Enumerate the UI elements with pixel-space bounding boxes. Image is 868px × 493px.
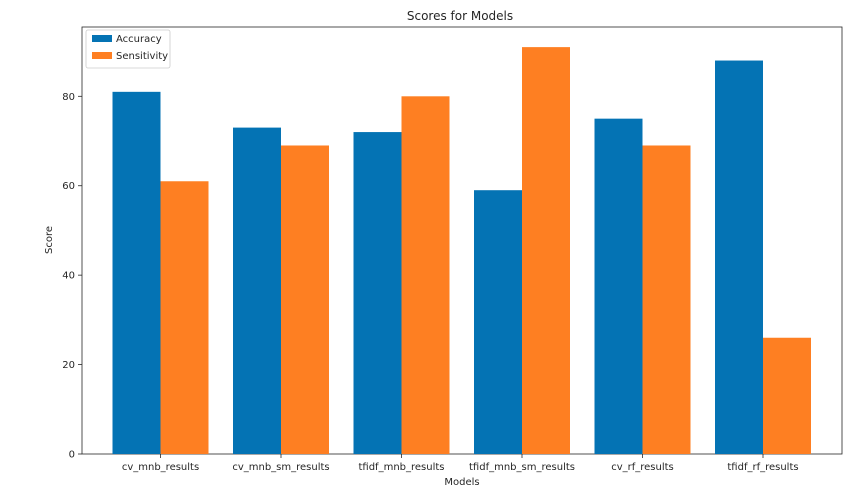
x-axis: cv_mnb_results cv_mnb_sm_results tfidf_mnb… — [122, 454, 799, 473]
chart-title: Scores for Models — [407, 9, 513, 23]
y-axis: 0 20 40 60 80 — [62, 92, 82, 461]
legend-label-accuracy: Accuracy — [116, 34, 162, 45]
x-tick-label: cv_mnb_results — [122, 462, 199, 473]
bar-accuracy-cv_rf_results — [594, 118, 643, 455]
legend-swatch-accuracy — [92, 35, 112, 42]
bar-sensitivity-tfidf_mnb_results — [401, 96, 450, 455]
y-tick-label: 80 — [62, 92, 75, 103]
x-tick-label: tfidf_mnb_results — [358, 462, 444, 473]
x-tick-label: tfidf_rf_results — [727, 462, 798, 473]
bars — [112, 47, 811, 455]
bar-accuracy-cv_mnb_results — [112, 91, 161, 454]
bar-sensitivity-cv_mnb_results — [160, 181, 209, 455]
bar-accuracy-tfidf_mnb_sm_results — [474, 190, 522, 454]
y-tick-label: 40 — [62, 271, 75, 282]
y-axis-label: Score — [44, 226, 55, 254]
bar-sensitivity-cv_rf_results — [642, 145, 691, 454]
y-tick-label: 20 — [62, 360, 75, 371]
x-axis-label: Models — [444, 477, 479, 488]
y-tick-label: 0 — [69, 450, 75, 461]
x-tick-label: cv_mnb_sm_results — [232, 462, 329, 473]
x-tick-label: tfidf_mnb_sm_results — [469, 462, 575, 473]
legend-swatch-sensitivity — [92, 52, 112, 59]
y-tick-label: 60 — [62, 181, 75, 192]
bar-accuracy-tfidf_rf_results — [715, 60, 763, 455]
bar-sensitivity-tfidf_rf_results — [763, 337, 811, 454]
plot-area — [81, 26, 843, 455]
legend: Accuracy Sensitivity — [85, 29, 171, 69]
x-tick-label: cv_rf_results — [611, 462, 674, 473]
legend-label-sensitivity: Sensitivity — [116, 51, 168, 62]
bar-sensitivity-tfidf_mnb_sm_results — [522, 47, 570, 454]
bar-accuracy-cv_mnb_sm_results — [233, 127, 281, 454]
bar-accuracy-tfidf_mnb_results — [353, 132, 402, 454]
bar-sensitivity-cv_mnb_sm_results — [281, 145, 329, 454]
